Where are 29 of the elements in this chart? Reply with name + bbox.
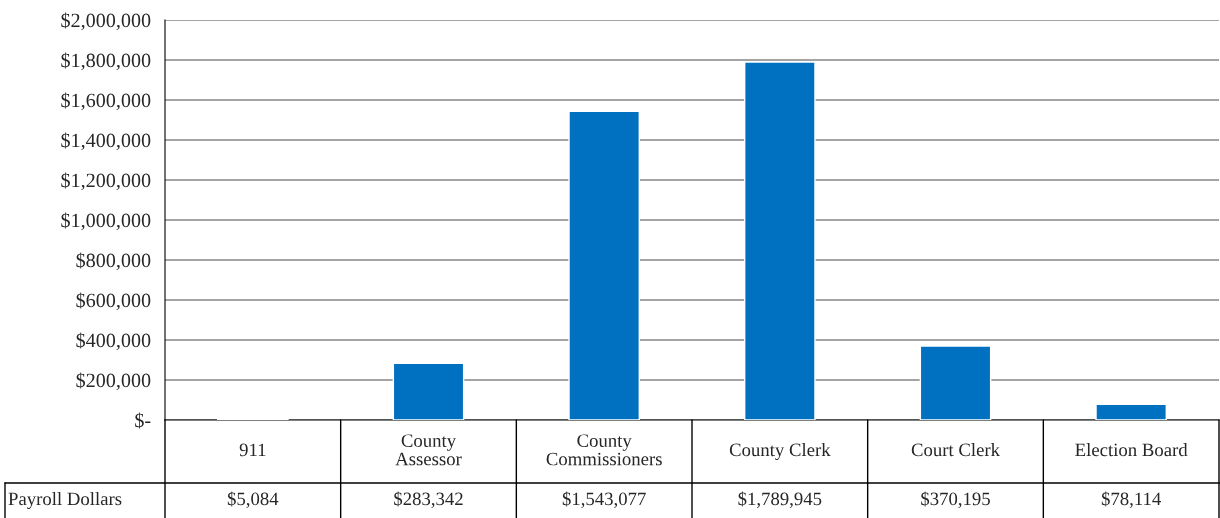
data-label: $370,195 [921, 491, 990, 508]
x-tick-label: 911 [239, 443, 266, 457]
y-tick-label: $400,000 [76, 332, 151, 351]
y-tick-label: $1,600,000 [61, 92, 151, 111]
y-tick-label: $- [135, 412, 151, 429]
text: Payroll Dollars [8, 491, 122, 510]
data-label: $1,543,077 [562, 491, 646, 508]
y-tick-label: $1,200,000 [61, 172, 151, 191]
y-tick-label: $200,000 [76, 372, 151, 391]
y-tick-label: $600,000 [76, 292, 151, 311]
bar [919, 345, 992, 420]
x-tick-label: County Assessor [395, 434, 462, 466]
data-label: $1,789,945 [738, 491, 822, 508]
bar [392, 362, 465, 420]
data-label: $5,084 [227, 491, 279, 508]
x-tick-label: Election Board [1075, 443, 1188, 457]
y-tick-label: $1,400,000 [61, 132, 151, 151]
x-tick-label: County Clerk [729, 442, 831, 461]
bar [568, 110, 640, 420]
bar [1095, 403, 1167, 420]
data-label: $283,342 [394, 491, 463, 508]
y-tick-label: $1,000,000 [61, 212, 151, 231]
y-tick-label: $1,800,000 [61, 52, 151, 71]
x-tick-label: County Commissioners [546, 434, 662, 466]
y-tick-label: $800,000 [76, 252, 151, 271]
data-label: $78,114 [1101, 491, 1161, 508]
x-tick-label: Court Clerk [911, 443, 1001, 457]
bar [744, 61, 816, 420]
y-tick-label: $2,000,000 [61, 12, 151, 31]
